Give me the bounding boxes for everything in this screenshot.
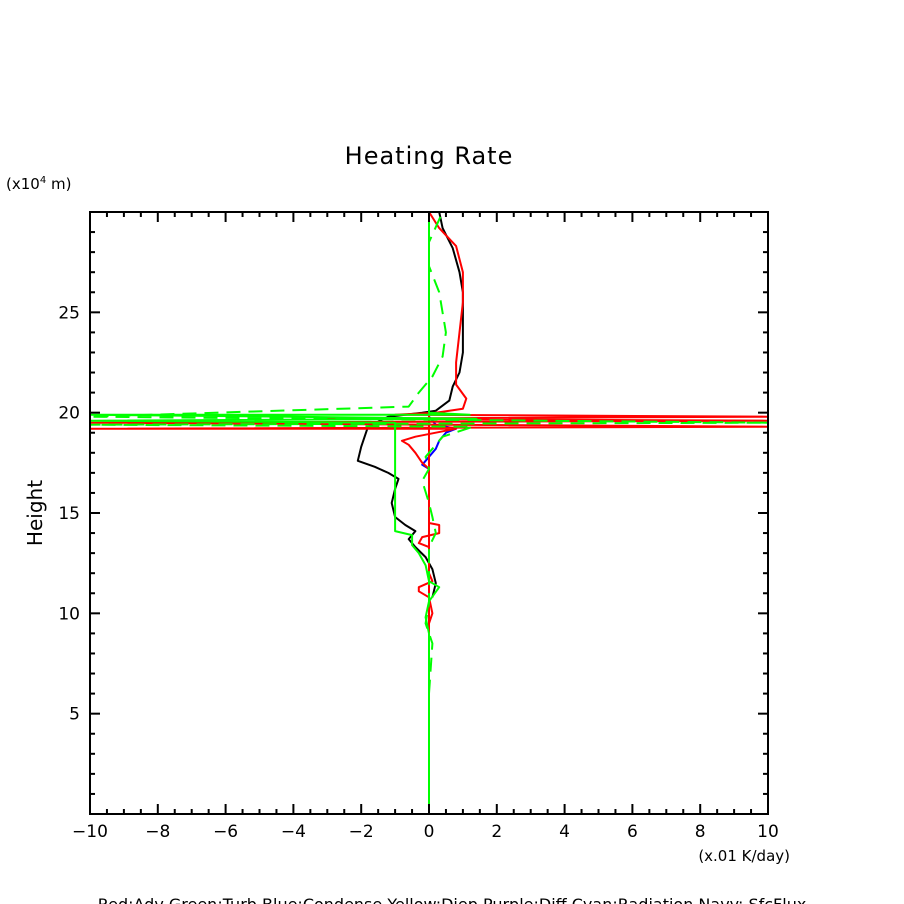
x-tick-label: −6 [213, 822, 238, 842]
x-tick-label: 0 [424, 822, 435, 842]
y-unit-label: (x104 m) [6, 175, 71, 193]
y-tick-label: 10 [58, 604, 80, 624]
tick-labels: −10 −8 −6 −4 −2 0 2 4 6 8 10 5 10 15 20 25 [58, 303, 778, 842]
x-axis-label: (x.01 K/day) [698, 847, 790, 865]
x-tick-label: 4 [559, 822, 570, 842]
x-tick-label: −4 [281, 822, 306, 842]
y-tick-label: 25 [58, 303, 80, 323]
x-tick-label: 2 [491, 822, 502, 842]
y-unit-suffix: m) [46, 175, 71, 193]
series-group [90, 212, 768, 814]
y-tick-label: 15 [58, 504, 80, 524]
y-unit-prefix: (x10 [6, 175, 40, 193]
series-layer [90, 212, 768, 814]
axes [89, 211, 769, 815]
chart-title: Heating Rate [345, 142, 514, 170]
series-line-5 [90, 212, 478, 814]
y-tick-label: 20 [58, 404, 80, 424]
legend-text: Red:Adv Green:Turb Blue:Condense Yellow:… [98, 895, 807, 904]
series-line-6 [90, 212, 768, 694]
x-tick-label: 6 [627, 822, 638, 842]
series-line-3 [90, 212, 768, 734]
x-tick-label: 10 [757, 822, 779, 842]
x-tick-label: −10 [72, 822, 108, 842]
x-tick-label: −2 [349, 822, 374, 842]
y-tick-label: 5 [69, 705, 80, 725]
x-tick-label: −8 [145, 822, 170, 842]
y-axis-label: Height [23, 480, 47, 546]
y-unit-exponent: 4 [40, 175, 46, 186]
x-tick-label: 8 [695, 822, 706, 842]
